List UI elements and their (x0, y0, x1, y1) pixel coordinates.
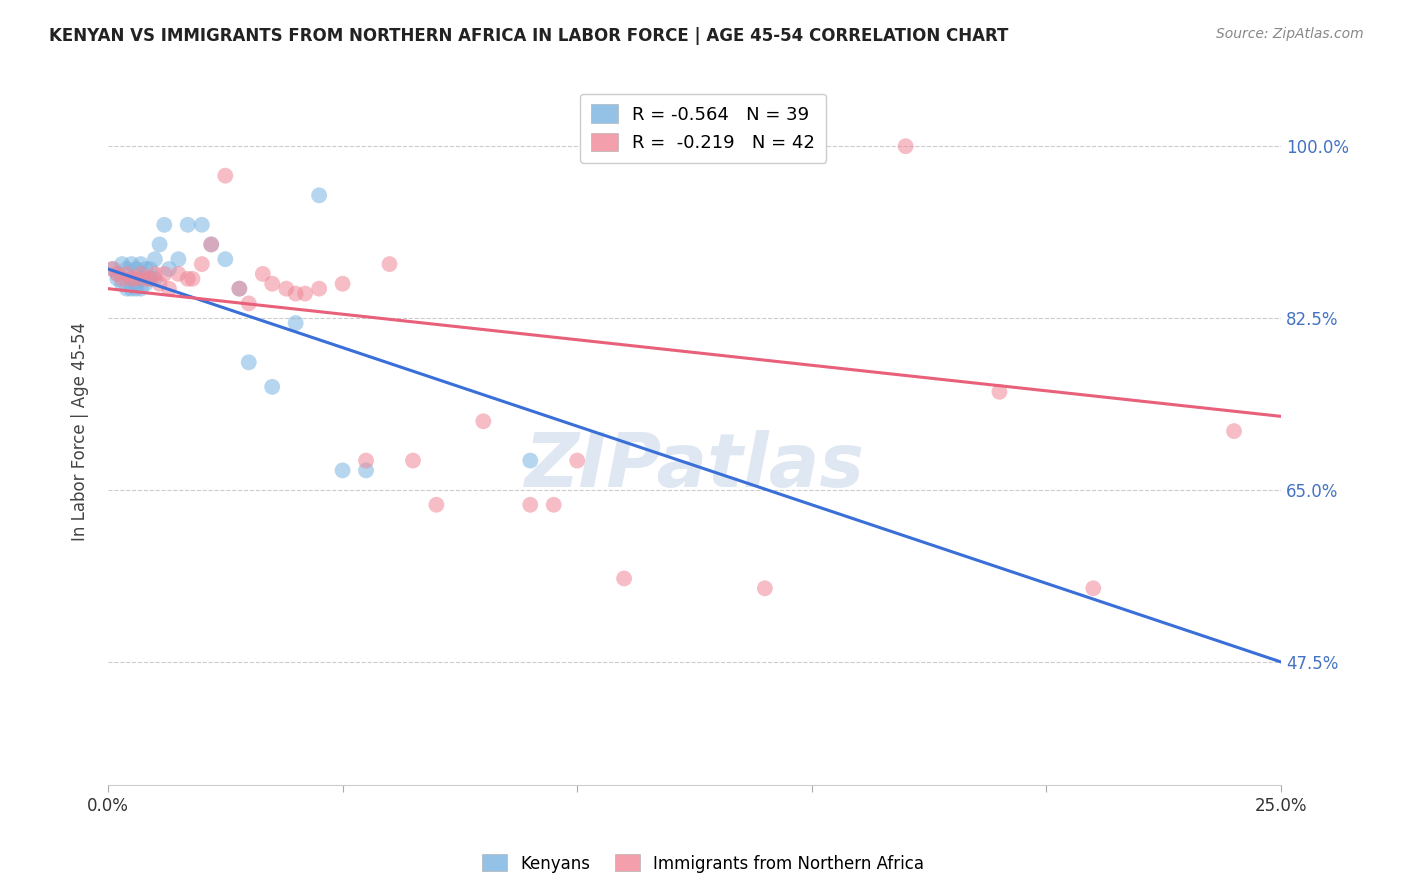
Point (120, 257, 142, 271)
Point (214, 169, 236, 183)
Point (238, 355, 260, 369)
Point (200, 237, 222, 252)
Point (129, 272, 152, 286)
Point (105, 267, 128, 281)
Point (157, 282, 180, 296)
Point (284, 316, 307, 330)
Point (129, 257, 152, 271)
Point (262, 277, 284, 291)
Point (139, 262, 162, 277)
Point (111, 257, 134, 271)
Point (308, 188, 330, 202)
Text: Source: ZipAtlas.com: Source: ZipAtlas.com (1216, 27, 1364, 41)
Point (105, 272, 128, 286)
Point (139, 272, 162, 286)
Point (101, 262, 124, 277)
Point (167, 252, 190, 267)
Point (472, 414, 495, 428)
Point (425, 498, 447, 512)
Point (252, 267, 274, 281)
Point (308, 282, 330, 296)
Point (120, 272, 142, 286)
Point (988, 384, 1011, 399)
Y-axis label: In Labor Force | Age 45-54: In Labor Force | Age 45-54 (72, 322, 89, 541)
Point (139, 272, 162, 286)
Point (157, 262, 180, 277)
Legend: R = -0.564   N = 39, R =  -0.219   N = 42: R = -0.564 N = 39, R = -0.219 N = 42 (581, 94, 827, 163)
Point (354, 453, 377, 467)
Point (1223, 792, 1246, 806)
Point (519, 498, 541, 512)
Point (191, 257, 214, 271)
Point (1083, 582, 1105, 596)
Point (228, 282, 250, 296)
Point (294, 286, 316, 301)
Point (111, 272, 134, 286)
Point (120, 272, 142, 286)
Point (262, 380, 284, 394)
Point (125, 277, 148, 291)
Point (149, 237, 172, 252)
Point (115, 262, 138, 277)
Point (181, 272, 204, 286)
Point (115, 267, 138, 281)
Point (613, 571, 636, 585)
Point (125, 282, 148, 296)
Point (143, 252, 166, 267)
Point (125, 272, 148, 286)
Point (120, 282, 142, 296)
Legend: Kenyans, Immigrants from Northern Africa: Kenyans, Immigrants from Northern Africa (475, 847, 931, 880)
Text: ZIPatlas: ZIPatlas (524, 430, 865, 503)
Point (135, 277, 157, 291)
Point (1223, 424, 1246, 438)
Point (543, 498, 565, 512)
Point (378, 257, 401, 271)
Point (332, 463, 354, 477)
Point (214, 252, 236, 267)
Point (177, 272, 200, 286)
Point (402, 453, 425, 467)
Point (167, 267, 190, 281)
Point (135, 262, 157, 277)
Point (567, 453, 589, 467)
Text: KENYAN VS IMMIGRANTS FROM NORTHERN AFRICA IN LABOR FORCE | AGE 45-54 CORRELATION: KENYAN VS IMMIGRANTS FROM NORTHERN AFRIC… (49, 27, 1008, 45)
Point (101, 262, 124, 277)
Point (111, 277, 134, 291)
Point (153, 218, 176, 232)
Point (754, 582, 776, 596)
Point (238, 296, 260, 310)
Point (105, 267, 128, 281)
Point (125, 262, 148, 277)
Point (200, 237, 222, 252)
Point (519, 453, 541, 467)
Point (354, 463, 377, 477)
Point (191, 218, 214, 232)
Point (115, 282, 138, 296)
Point (129, 267, 152, 281)
Point (143, 267, 166, 281)
Point (129, 282, 152, 296)
Point (149, 277, 172, 291)
Point (143, 272, 166, 286)
Point (135, 272, 157, 286)
Point (332, 277, 354, 291)
Point (284, 286, 307, 301)
Point (177, 218, 200, 232)
Point (153, 267, 176, 281)
Point (228, 282, 250, 296)
Point (894, 139, 917, 153)
Point (276, 282, 298, 296)
